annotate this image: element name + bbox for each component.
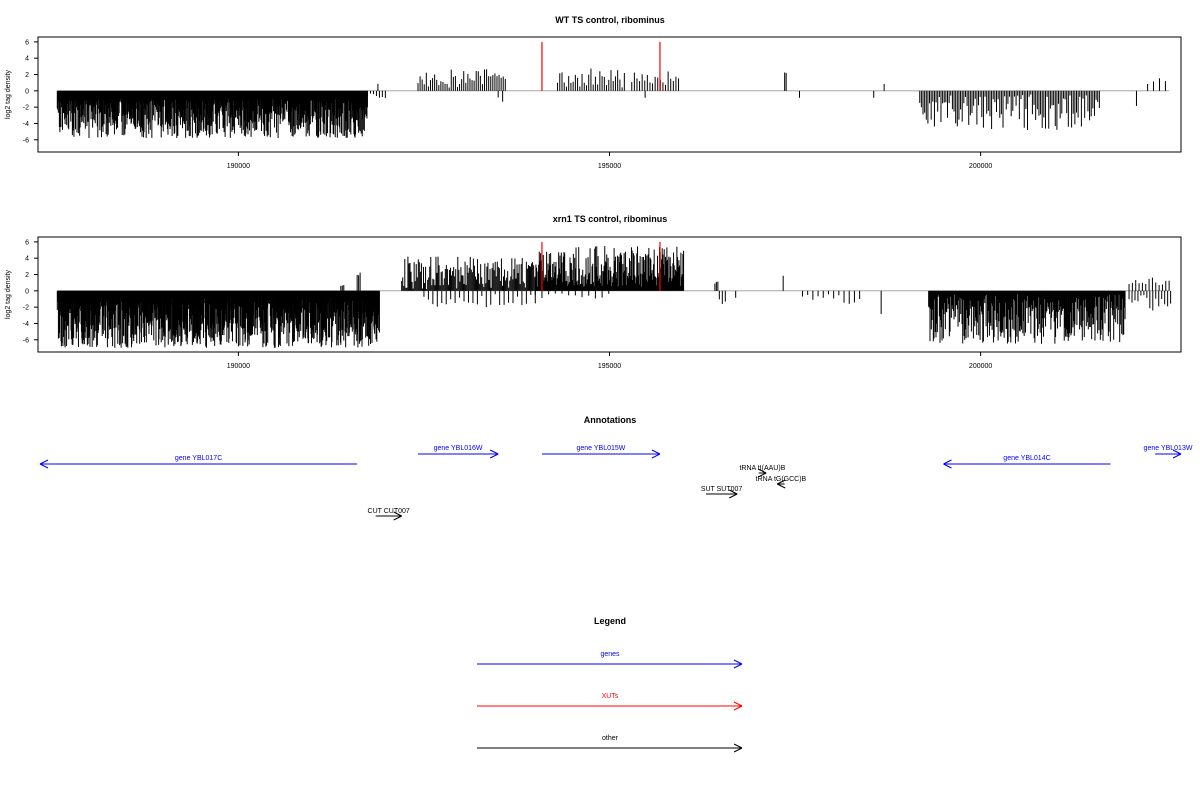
y-tick-label: -6 xyxy=(23,137,29,144)
annotation-label: SUT SUT007 xyxy=(701,486,743,493)
x-tick-label: 200000 xyxy=(969,363,992,370)
y-tick-label: 2 xyxy=(25,272,29,279)
annotation-label: tRNA tG(GCC)B xyxy=(756,476,807,483)
annotation-label: tRNA tI(AAU)B xyxy=(739,465,785,472)
y-tick-label: 0 xyxy=(25,88,29,95)
legend-label: genes xyxy=(600,651,620,658)
wt-panel: WT TS control, ribominus log2 tag densit… xyxy=(5,15,1182,170)
xrn1-panel-title: xrn1 TS control, ribominus xyxy=(553,214,668,224)
wt-x-axis: 190000 195000 200000 xyxy=(227,152,992,170)
legend-title: Legend xyxy=(594,616,626,626)
annotation-arrow xyxy=(705,489,738,499)
xrn1-density-bars xyxy=(56,241,1172,348)
annotation-label: gene YBL014C xyxy=(1003,455,1050,462)
wt-panel-title: WT TS control, ribominus xyxy=(555,15,665,25)
annotation-arrow xyxy=(375,511,402,521)
annotation-label: CUT CUT007 xyxy=(368,508,410,515)
annotation-label: gene YBL013W xyxy=(1144,445,1193,452)
annotation-label: gene YBL016W xyxy=(434,445,483,452)
annotation-arrow xyxy=(418,449,499,459)
y-tick-label: -4 xyxy=(23,121,29,128)
legend-entries: genes XUTs other xyxy=(477,651,743,753)
annotation-label: gene YBL015W xyxy=(577,445,626,452)
legend-label: XUTs xyxy=(602,693,619,700)
annotation-arrow xyxy=(943,459,1111,469)
y-tick-label: -2 xyxy=(23,305,29,312)
wt-density-bars xyxy=(56,41,1170,139)
annotation-arrow xyxy=(1155,449,1182,459)
legend-arrow xyxy=(477,659,743,669)
x-tick-label: 190000 xyxy=(227,163,250,170)
legend-arrow xyxy=(477,701,743,711)
x-tick-label: 200000 xyxy=(969,163,992,170)
annotation-arrow xyxy=(39,459,358,469)
y-tick-label: -6 xyxy=(23,337,29,344)
annotations-title: Annotations xyxy=(584,415,637,425)
xrn1-x-axis: 190000 195000 200000 xyxy=(227,352,992,370)
legend-panel: Legend genes XUTs other xyxy=(477,616,743,753)
y-tick-label: 4 xyxy=(25,256,29,263)
annotation-arrow xyxy=(777,479,786,489)
wt-y-axis: -6 -4 -2 0 2 4 6 xyxy=(23,39,39,144)
y-tick-label: 6 xyxy=(25,39,29,46)
y-tick-label: 2 xyxy=(25,72,29,79)
x-tick-label: 190000 xyxy=(227,363,250,370)
annotation-label: gene YBL017C xyxy=(175,455,222,462)
y-tick-label: 6 xyxy=(25,239,29,246)
xrn1-panel: xrn1 TS control, ribominus log2 tag dens… xyxy=(5,214,1182,370)
annotation-arrow xyxy=(541,449,661,459)
legend-label: other xyxy=(602,735,619,742)
annotation-features: gene YBL017C gene YBL016W gene YBL015W gene… xyxy=(39,445,1193,521)
x-tick-label: 195000 xyxy=(598,163,621,170)
y-tick-label: -4 xyxy=(23,321,29,328)
xrn1-y-axis: -6 -4 -2 0 2 4 6 xyxy=(23,239,39,344)
annotation-arrow xyxy=(757,468,767,478)
wt-y-axis-label: log2 tag density xyxy=(5,69,12,119)
xrn1-y-axis-label: log2 tag density xyxy=(5,269,12,319)
legend-arrow xyxy=(477,743,743,753)
y-tick-label: -2 xyxy=(23,105,29,112)
x-tick-label: 195000 xyxy=(598,363,621,370)
y-tick-label: 0 xyxy=(25,288,29,295)
y-tick-label: 4 xyxy=(25,56,29,63)
